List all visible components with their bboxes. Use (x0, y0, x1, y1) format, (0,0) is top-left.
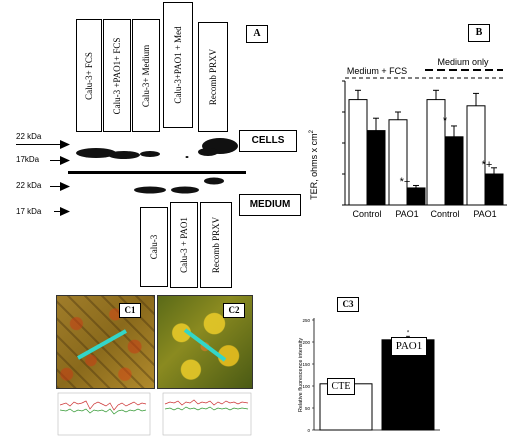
cells-label: CELLS (239, 130, 297, 152)
panel-b-ylabel-main: TER, ohms x cm (309, 133, 319, 200)
panel-b-bar (366, 130, 386, 206)
blot-separator (68, 171, 246, 174)
c3-ytick-label: 150 (302, 362, 310, 367)
panel-b-bar (466, 105, 486, 206)
c3-sig-marker: * (407, 330, 410, 336)
marker-arrows (16, 140, 70, 216)
c1-scan-line (77, 329, 127, 360)
medium-blot-bands (134, 177, 224, 194)
lane-label-calu3-pao1: Calu-3 + PAO1 (170, 202, 198, 288)
c3-bar-label-cte: CTE (327, 378, 355, 395)
marker-22kda-medium: 22 kDa (16, 181, 42, 190)
panel-c3-chart: Relative fluorescence intensity 0 50 100 15… (298, 318, 440, 433)
lane-label-calu3-pao1-med: Calu-3+PAO1 + Med (163, 2, 193, 128)
sig-marker-pao1-fcs: *+ (400, 176, 411, 188)
panel-b-ylabel: TER, ohms x cm2 (309, 129, 319, 200)
panel-b-xlabel: Control (352, 209, 381, 219)
group-label-medium-fcs: Medium + FCS (347, 66, 407, 76)
panel-b-ylabel-sup: 2 (309, 129, 315, 133)
c3-ytick-label: 0 (307, 428, 310, 433)
marker-22kda-cells: 22 kDa (16, 132, 42, 141)
c1-label: C1 (119, 303, 141, 318)
c3-label: C3 (337, 297, 359, 312)
panel-b-letter: B (468, 24, 490, 42)
sig-marker-control-medium: * (443, 115, 448, 127)
group-label-medium-only: Medium only (437, 57, 489, 67)
lane-label-calu3: Calu-3 (140, 207, 168, 287)
panel-b-chart: TER, ohms x cm2 Medium + FCS Medium only… (309, 57, 507, 219)
lane-label-recomb-prxv-bottom: Recomb PRXV (200, 202, 232, 288)
c3-bar-label-pao1: PAO1 (391, 337, 427, 356)
c3-yticks: 0 50 100 150 200 250 (302, 318, 314, 433)
panel-b-xlabel: PAO1 (473, 209, 496, 219)
panel-b-xlabels: Control PAO1 Control PAO1 (352, 209, 496, 219)
c2-label: C2 (223, 303, 245, 318)
c2-scan-line (183, 328, 227, 362)
c3-ylabel: Relative fluorescence intensity (298, 338, 304, 413)
lane-label-calu3-fcs: Calu-3+ FCS (76, 19, 102, 132)
panel-b-yticks (342, 80, 345, 206)
lane-label-recomb-prxv-top: Recomb PRXV (198, 22, 228, 132)
c3-ytick-label: 200 (302, 340, 310, 345)
cells-blot-bands (76, 138, 238, 159)
c2-profile-plot (162, 392, 252, 436)
marker-17kda-medium: 17 kDa (16, 207, 42, 216)
panel-a-letter: A (246, 25, 268, 43)
c1-profile-plot (57, 392, 151, 436)
lane-label-calu3-medium: Calu-3+ Medium (132, 19, 160, 132)
c3-ytick-label: 250 (302, 318, 310, 323)
marker-17kda-cells: 17kDa (16, 155, 40, 164)
panel-b-xlabel: Control (430, 209, 459, 219)
panel-b-xlabel: PAO1 (395, 209, 418, 219)
c3-ytick-label: 50 (305, 406, 311, 411)
panel-b-bars (348, 89, 504, 206)
sig-marker-pao1-medium: *+ (482, 159, 493, 171)
lane-label-calu3-pao1-fcs: Calu-3 +PAO1+ FCS (103, 19, 131, 132)
medium-label: MEDIUM (239, 194, 301, 216)
c3-ytick-label: 100 (302, 384, 310, 389)
